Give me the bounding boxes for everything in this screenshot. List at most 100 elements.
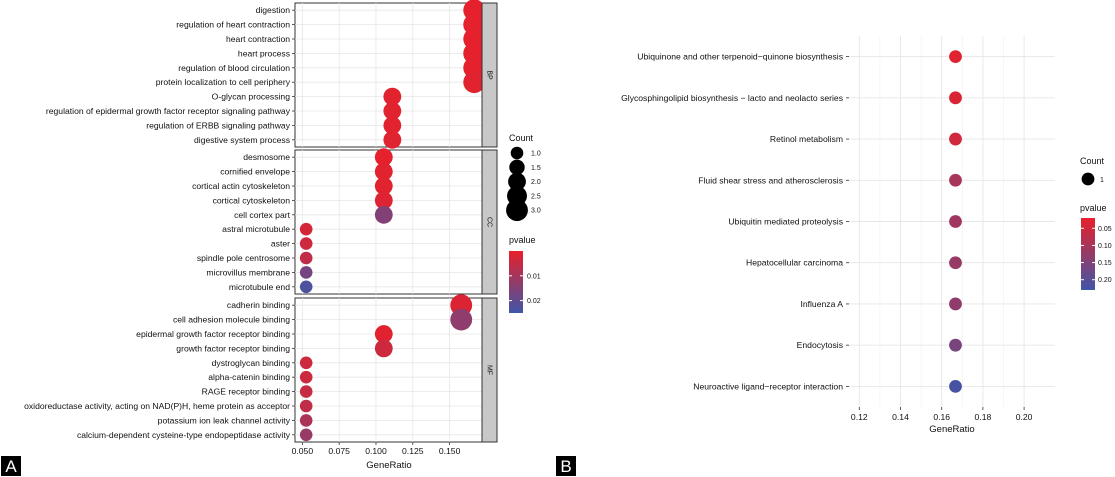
y-tick-label: digestive system process bbox=[194, 135, 290, 145]
panel-b-x-axis-title: GeneRatio bbox=[929, 424, 974, 435]
data-point bbox=[374, 191, 393, 210]
size-legend-dot bbox=[506, 199, 528, 222]
data-point bbox=[299, 251, 313, 265]
data-point bbox=[299, 266, 313, 279]
y-tick-label: Endocytosis bbox=[797, 340, 843, 350]
data-point bbox=[383, 130, 402, 149]
y-tick-label: cell adhesion molecule binding bbox=[173, 315, 290, 325]
y-tick-label: spindle pole centrosome bbox=[197, 253, 290, 263]
y-tick-label: alpha-catenin binding bbox=[208, 372, 290, 382]
x-tick-label: 0.18 bbox=[975, 412, 992, 422]
data-point bbox=[383, 116, 402, 135]
y-tick-label: astral microtubule bbox=[222, 224, 290, 234]
data-point bbox=[450, 308, 473, 331]
y-tick-label: O-glycan processing bbox=[212, 92, 291, 102]
data-point bbox=[299, 222, 313, 236]
facet-strip bbox=[481, 297, 498, 443]
size-legend-label: 1 bbox=[1100, 177, 1104, 184]
y-tick-label: Ubiquinone and other terpenoid−quinone b… bbox=[637, 52, 843, 62]
panel-b-tag bbox=[556, 456, 576, 476]
y-tick-label: microvillus membrane bbox=[206, 267, 290, 277]
facet-strip-label: MF bbox=[486, 365, 493, 375]
data-point bbox=[299, 385, 313, 398]
size-legend-dot bbox=[1081, 172, 1095, 186]
y-tick-label: RAGE receptor binding bbox=[202, 387, 291, 397]
y-tick-label: heart process bbox=[238, 48, 290, 58]
data-point bbox=[299, 370, 313, 384]
colorbar-label: 0.05 bbox=[1098, 226, 1112, 233]
facet-mf: cadherin binding cell adhesion molecule b… bbox=[24, 294, 498, 443]
data-point bbox=[383, 102, 402, 120]
data-point bbox=[949, 132, 962, 146]
panel-a-color-legend: pvalue 0.01 0.02 bbox=[509, 235, 541, 313]
colorbar-label: 0.15 bbox=[1098, 260, 1112, 267]
colorbar-label: 0.01 bbox=[527, 273, 541, 280]
size-legend-dot bbox=[510, 146, 524, 160]
y-tick-label: regulation of ERBB signaling pathway bbox=[146, 120, 290, 130]
y-tick-label: Fluid shear stress and atherosclerosis bbox=[698, 175, 843, 185]
panel-a-x-axis: 0.050 0.075 0.100 0.125 0.150 bbox=[292, 442, 461, 456]
size-legend-label: 2.5 bbox=[531, 193, 541, 200]
y-tick-label: cell cortex part bbox=[234, 210, 290, 220]
colorbar-label: 0.02 bbox=[527, 298, 541, 305]
panel-b-y-axis: Ubiquinone and other terpenoid−quinone b… bbox=[621, 52, 849, 391]
y-tick-label: Neuroactive ligand−receptor interaction bbox=[693, 381, 843, 391]
facet-strip-label: BP bbox=[486, 70, 493, 80]
panel-b-points bbox=[949, 50, 962, 393]
panel-a-colorbar bbox=[509, 251, 523, 313]
data-point bbox=[299, 428, 313, 442]
data-point bbox=[949, 338, 962, 352]
y-tick-label: regulation of epidermal growth factor re… bbox=[46, 106, 291, 116]
size-legend-dot bbox=[509, 159, 525, 176]
panel-a-size-legend: Count 1.0 1.5 2.0 2.5 3.0 bbox=[506, 133, 541, 222]
data-point bbox=[949, 91, 962, 105]
y-tick-label: epidermal growth factor receptor binding bbox=[136, 329, 290, 339]
data-point bbox=[299, 356, 313, 370]
panel-a-size-legend-title: Count bbox=[509, 133, 534, 143]
data-point bbox=[299, 237, 313, 250]
y-tick-label: cortical cytoskeleton bbox=[213, 195, 291, 205]
facet-strip bbox=[481, 2, 498, 148]
size-legend-dot bbox=[508, 172, 526, 191]
data-point bbox=[949, 50, 962, 64]
y-tick-label: Glycosphingolipid biosynthesis − lacto a… bbox=[621, 93, 843, 103]
size-legend-label: 3.0 bbox=[531, 208, 541, 215]
x-tick-label: 0.16 bbox=[933, 412, 950, 422]
panel-a-facets: digestion regulation of heart contraction… bbox=[24, 0, 498, 443]
y-tick-label: regulation of blood circulation bbox=[178, 63, 290, 73]
data-point bbox=[949, 215, 962, 228]
data-point bbox=[949, 256, 962, 270]
x-tick-label: 0.20 bbox=[1016, 412, 1033, 422]
y-tick-label: growth factor receptor binding bbox=[176, 343, 290, 353]
y-tick-label: cadherin binding bbox=[227, 300, 290, 310]
y-tick-label: protein localization to cell periphery bbox=[156, 77, 291, 87]
panel-a-x-axis-title: GeneRatio bbox=[366, 460, 411, 471]
data-point bbox=[383, 87, 402, 106]
size-legend-label: 1.5 bbox=[531, 165, 541, 172]
facet-strip bbox=[481, 149, 498, 295]
panel-b-tag-label: B bbox=[560, 457, 571, 476]
panel-b-gridlines bbox=[849, 36, 1055, 407]
y-tick-label: calcium-dependent cysteine-type endopept… bbox=[77, 430, 291, 440]
panel-b-color-legend-title: pvalue bbox=[1080, 203, 1107, 213]
panel-a: digestion regulation of heart contraction… bbox=[1, 0, 541, 476]
panel-b-color-legend: pvalue 0.05 0.10 0.15 0.20 bbox=[1080, 203, 1112, 290]
panel-b-x-axis: 0.12 0.14 0.16 0.18 0.20 bbox=[851, 407, 1033, 422]
size-legend-label: 2.0 bbox=[531, 179, 541, 186]
panel-b-size-legend-title: Count bbox=[1080, 156, 1105, 166]
y-tick-label: aster bbox=[271, 239, 290, 249]
data-point bbox=[949, 297, 962, 311]
panel-b: Ubiquinone and other terpenoid−quinone b… bbox=[556, 36, 1112, 476]
data-point bbox=[299, 414, 313, 427]
facet-cc: desmosome cornified envelope cortical acti… bbox=[192, 148, 498, 295]
panel-b-colorbar bbox=[1081, 218, 1095, 290]
size-legend-label: 1.0 bbox=[531, 151, 541, 158]
panel-a-color-legend-title: pvalue bbox=[509, 235, 536, 245]
y-tick-label: microtubule end bbox=[229, 282, 290, 292]
data-point bbox=[299, 399, 313, 413]
y-tick-label: heart contraction bbox=[226, 34, 290, 44]
data-point bbox=[374, 205, 393, 224]
y-tick-label: Hepatocellular carcinoma bbox=[746, 258, 843, 268]
y-tick-label: desmosome bbox=[243, 152, 290, 162]
